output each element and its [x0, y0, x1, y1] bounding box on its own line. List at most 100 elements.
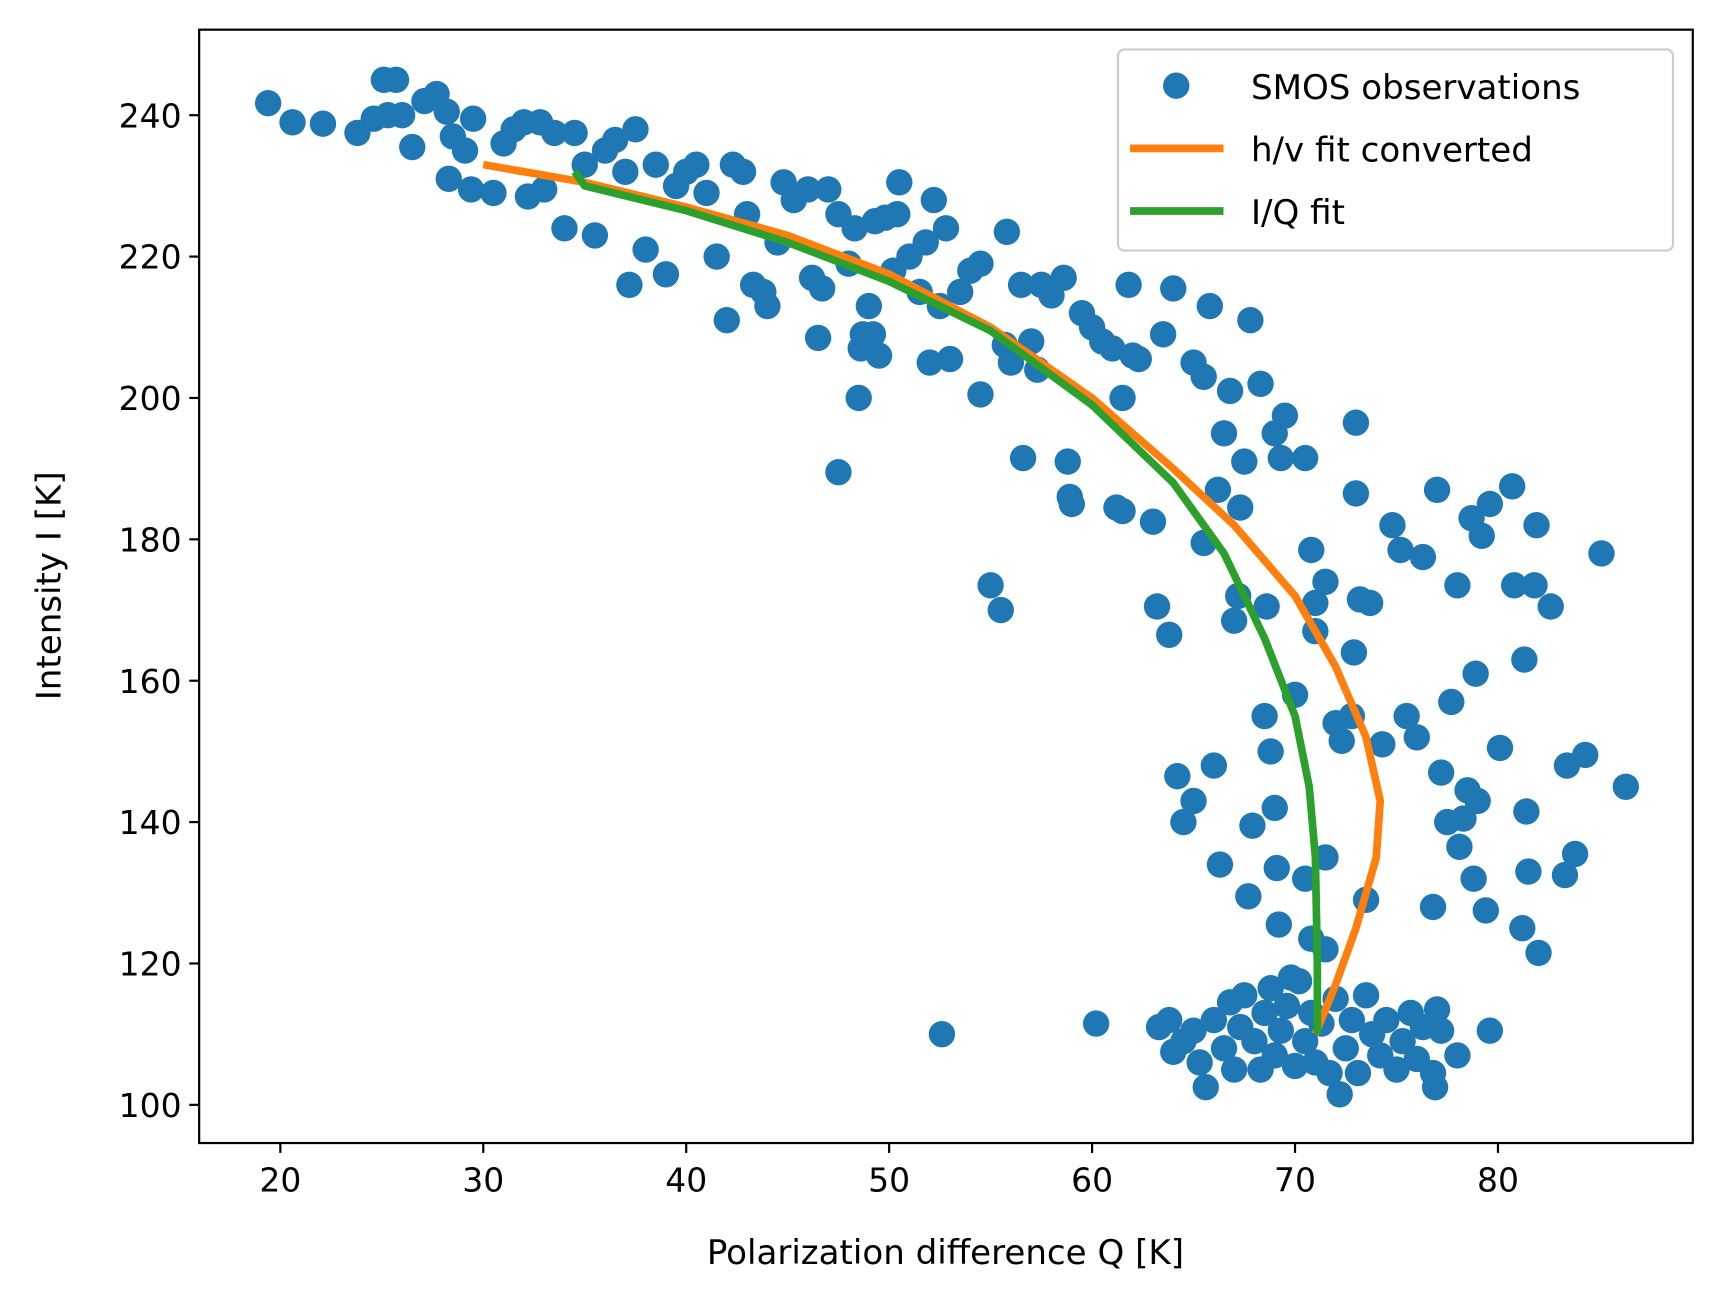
- data-point-smos: [1389, 1028, 1416, 1055]
- data-point-smos: [1109, 497, 1136, 525]
- data-point-smos: [1190, 363, 1217, 390]
- data-point-smos: [1192, 1073, 1219, 1101]
- data-point-smos: [1251, 999, 1278, 1027]
- data-point-smos: [561, 119, 588, 147]
- data-point-smos: [1298, 536, 1325, 564]
- data-point-smos: [886, 169, 913, 196]
- data-point-smos: [632, 236, 659, 263]
- data-point-smos: [920, 186, 947, 214]
- data-point-smos: [1115, 271, 1142, 299]
- data-point-smos: [1421, 1073, 1449, 1101]
- data-point-smos: [1139, 508, 1167, 535]
- x-tick-label: 30: [462, 1160, 504, 1199]
- data-point-smos: [1261, 794, 1288, 822]
- y-tick-label: 200: [119, 379, 182, 418]
- data-point-smos: [642, 151, 669, 178]
- y-tick-label: 160: [119, 662, 182, 701]
- data-point-smos: [1446, 833, 1473, 861]
- data-point-smos: [845, 384, 872, 412]
- data-point-smos: [912, 229, 939, 256]
- x-tick-label: 60: [1071, 1160, 1113, 1199]
- data-point-smos: [433, 98, 460, 125]
- data-point-smos: [1409, 543, 1437, 571]
- data-point-smos: [1523, 512, 1550, 539]
- data-point-smos: [1373, 1006, 1400, 1034]
- data-point-smos: [703, 243, 730, 270]
- data-point-smos: [1340, 639, 1368, 666]
- data-point-smos: [1257, 738, 1284, 765]
- y-axis-label: Intensity I [K]: [30, 471, 70, 700]
- data-point-smos: [530, 176, 558, 203]
- data-point-smos: [254, 90, 282, 117]
- data-point-smos: [1149, 321, 1177, 348]
- data-point-smos: [884, 200, 911, 228]
- data-point-smos: [1561, 840, 1589, 868]
- data-point-smos: [1009, 444, 1037, 472]
- data-point-smos: [451, 137, 479, 164]
- x-axis-label: Polarization difference Q [K]: [707, 1233, 1184, 1273]
- data-point-smos: [1369, 731, 1396, 758]
- data-point-smos: [997, 349, 1025, 376]
- data-point-smos: [928, 1020, 956, 1048]
- data-point-smos: [825, 459, 852, 486]
- data-point-smos: [794, 176, 822, 203]
- data-point-smos: [1143, 593, 1171, 620]
- y-tick-label: 120: [119, 945, 182, 984]
- data-point-smos: [1210, 420, 1238, 447]
- x-tick-label: 80: [1477, 1160, 1519, 1199]
- data-point-smos: [1164, 762, 1191, 790]
- data-point-smos: [683, 151, 710, 178]
- data-point-smos: [1273, 992, 1301, 1020]
- data-point-smos: [1328, 727, 1355, 754]
- data-point-smos: [1241, 1028, 1268, 1055]
- data-point-smos: [977, 572, 1004, 599]
- data-point-smos: [480, 179, 507, 207]
- data-point-smos: [1379, 512, 1406, 539]
- line-hv-fit: [482, 160, 1385, 1036]
- data-point-smos: [1204, 476, 1232, 504]
- data-point-smos: [1261, 1042, 1288, 1069]
- data-point-smos: [541, 119, 568, 147]
- data-point-smos: [652, 261, 680, 288]
- data-point-smos: [1277, 964, 1305, 991]
- data-point-smos: [1438, 688, 1465, 716]
- data-point-smos: [1588, 540, 1615, 567]
- data-point-smos: [946, 278, 974, 306]
- legend-frame: [1116, 48, 1675, 252]
- data-point-smos: [1267, 1017, 1295, 1044]
- data-point-smos: [1216, 377, 1244, 405]
- data-point-smos: [1291, 865, 1319, 892]
- data-point-smos: [1338, 1006, 1366, 1034]
- data-point-smos: [612, 158, 639, 185]
- data-point-smos: [1572, 741, 1599, 769]
- data-point-smos: [993, 218, 1021, 246]
- data-point-smos: [1251, 702, 1278, 730]
- data-point-smos: [1513, 798, 1540, 825]
- data-point-smos: [1462, 660, 1489, 687]
- data-point-smos: [967, 381, 994, 408]
- data-point-smos: [1170, 808, 1197, 836]
- data-point-smos: [1007, 271, 1035, 299]
- data-point-smos: [1423, 996, 1451, 1023]
- data-point-smos: [1356, 589, 1384, 617]
- data-point-smos: [1156, 621, 1183, 648]
- data-point-smos: [1525, 939, 1552, 967]
- data-point-smos: [1326, 1081, 1353, 1108]
- data-point-smos: [1180, 1017, 1207, 1044]
- data-point-smos: [1050, 264, 1077, 291]
- data-point-smos: [1612, 773, 1640, 800]
- y-tick-label: 140: [119, 803, 182, 842]
- legend-label-hv-fit: h/v fit converted: [1251, 131, 1533, 171]
- data-point-smos: [1265, 911, 1292, 938]
- data-point-smos: [601, 126, 629, 154]
- x-tick-label: 20: [259, 1160, 301, 1199]
- data-point-smos: [1247, 370, 1274, 398]
- data-point-smos: [1196, 292, 1223, 320]
- legend-label-smos: SMOS observations: [1251, 68, 1580, 108]
- data-point-smos: [1200, 752, 1228, 779]
- data-point-smos: [1423, 476, 1451, 504]
- data-point-smos: [932, 215, 960, 242]
- data-point-smos: [1444, 1042, 1471, 1069]
- data-point-smos: [1537, 593, 1564, 620]
- data-point-smos: [815, 176, 842, 203]
